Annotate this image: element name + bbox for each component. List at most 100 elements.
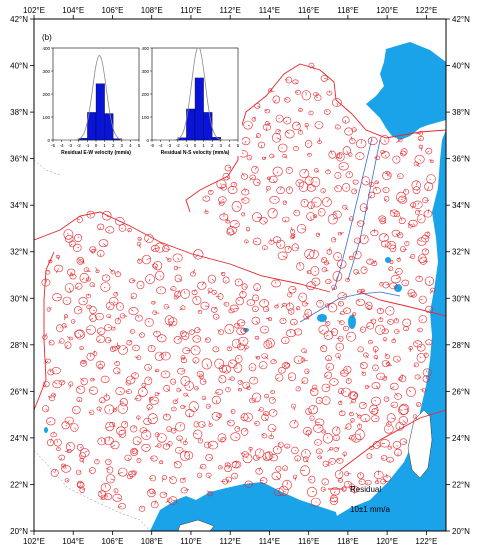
residual-vector xyxy=(152,416,157,419)
residual-vector xyxy=(80,455,83,457)
residual-vector xyxy=(117,471,123,475)
residual-error-ellipse xyxy=(351,433,362,443)
residual-error-ellipse xyxy=(115,271,121,278)
residual-error-ellipse xyxy=(393,355,401,363)
residual-error-ellipse xyxy=(267,208,278,219)
residual-vector xyxy=(314,386,317,389)
residual-vector xyxy=(308,153,310,156)
residual-error-ellipse xyxy=(355,298,366,306)
residual-error-ellipse xyxy=(316,299,324,308)
residual-vector xyxy=(286,481,288,486)
residual-error-ellipse xyxy=(224,464,232,472)
residual-error-ellipse xyxy=(180,487,188,494)
residual-vector xyxy=(383,233,388,238)
residual-vector xyxy=(69,243,73,247)
residual-error-ellipse xyxy=(145,274,155,284)
residual-vector xyxy=(65,425,68,427)
residual-error-ellipse xyxy=(244,345,249,350)
residual-vector xyxy=(117,342,119,348)
residual-error-ellipse xyxy=(380,478,387,485)
residual-error-ellipse xyxy=(325,279,332,284)
residual-error-ellipse xyxy=(180,404,186,409)
residual-error-ellipse xyxy=(52,380,63,389)
residual-vector xyxy=(374,186,378,191)
residual-vector xyxy=(336,102,339,107)
residual-vector xyxy=(237,427,240,430)
residual-error-ellipse xyxy=(383,396,390,402)
residual-error-ellipse xyxy=(218,375,227,384)
residual-error-ellipse xyxy=(225,219,230,224)
residual-error-ellipse xyxy=(350,418,355,423)
residual-error-ellipse xyxy=(231,200,242,212)
residual-vector xyxy=(363,236,366,240)
residual-vector xyxy=(400,233,402,236)
residual-vector xyxy=(234,475,236,478)
residual-error-ellipse xyxy=(225,476,233,483)
residual-vector xyxy=(354,189,357,192)
residual-error-ellipse xyxy=(293,209,301,217)
residual-error-ellipse xyxy=(101,210,112,221)
residual-error-ellipse xyxy=(306,486,317,498)
residual-error-ellipse xyxy=(329,494,338,503)
residual-error-ellipse xyxy=(103,493,113,501)
residual-error-ellipse xyxy=(333,446,339,452)
residual-error-ellipse xyxy=(62,296,72,305)
residual-vector xyxy=(229,362,233,364)
residual-error-ellipse xyxy=(384,196,390,202)
residual-error-ellipse xyxy=(424,182,434,192)
residual-error-ellipse xyxy=(349,138,356,145)
residual-vector xyxy=(323,431,326,433)
residual-error-ellipse xyxy=(172,399,178,404)
residual-error-ellipse xyxy=(110,269,116,275)
residual-vector xyxy=(130,377,135,381)
residual-error-ellipse xyxy=(397,232,404,239)
residual-error-ellipse xyxy=(113,292,119,297)
residual-error-ellipse xyxy=(424,231,431,237)
residual-error-ellipse xyxy=(192,295,202,305)
residual-error-ellipse xyxy=(128,470,136,477)
residual-error-ellipse xyxy=(167,258,172,262)
residual-vector xyxy=(417,239,422,242)
residual-error-ellipse xyxy=(46,439,54,447)
histogram-bar xyxy=(212,137,221,141)
residual-vector xyxy=(256,182,260,184)
residual-vector xyxy=(99,316,101,318)
residual-error-ellipse xyxy=(283,362,290,368)
residual-error-ellipse xyxy=(129,329,136,334)
residual-error-ellipse xyxy=(233,363,243,373)
residual-vector xyxy=(284,219,287,222)
residual-error-ellipse xyxy=(375,480,380,484)
residual-vector xyxy=(79,334,82,338)
residual-error-ellipse xyxy=(278,143,288,153)
residual-error-ellipse xyxy=(298,181,309,192)
residual-vector xyxy=(159,275,162,277)
lon-label-top: 108°E xyxy=(141,6,163,15)
residual-vector xyxy=(277,129,282,132)
residual-error-ellipse xyxy=(75,329,86,340)
residual-vector xyxy=(337,175,339,177)
residual-vector xyxy=(54,381,58,385)
residual-vector xyxy=(50,438,52,443)
residual-error-ellipse xyxy=(52,293,62,302)
residual-error-ellipse xyxy=(288,286,297,294)
residual-error-ellipse xyxy=(200,301,210,310)
residual-error-ellipse xyxy=(418,131,424,136)
residual-vector xyxy=(369,319,374,322)
residual-vector xyxy=(151,491,156,494)
residual-error-ellipse xyxy=(323,260,330,266)
residual-vector xyxy=(193,432,198,435)
residual-error-ellipse xyxy=(162,443,170,450)
residual-vector xyxy=(173,381,175,383)
residual-vector xyxy=(211,278,215,282)
residual-error-ellipse xyxy=(173,265,178,271)
residual-error-ellipse xyxy=(304,122,309,128)
residual-error-ellipse xyxy=(408,346,413,351)
residual-error-ellipse xyxy=(147,413,158,425)
residual-vector xyxy=(243,339,245,342)
residual-vector xyxy=(314,270,317,273)
residual-error-ellipse xyxy=(259,477,268,484)
residual-error-ellipse xyxy=(382,337,388,342)
residual-vector xyxy=(66,232,69,235)
residual-vector xyxy=(319,451,321,453)
residual-error-ellipse xyxy=(398,404,408,416)
